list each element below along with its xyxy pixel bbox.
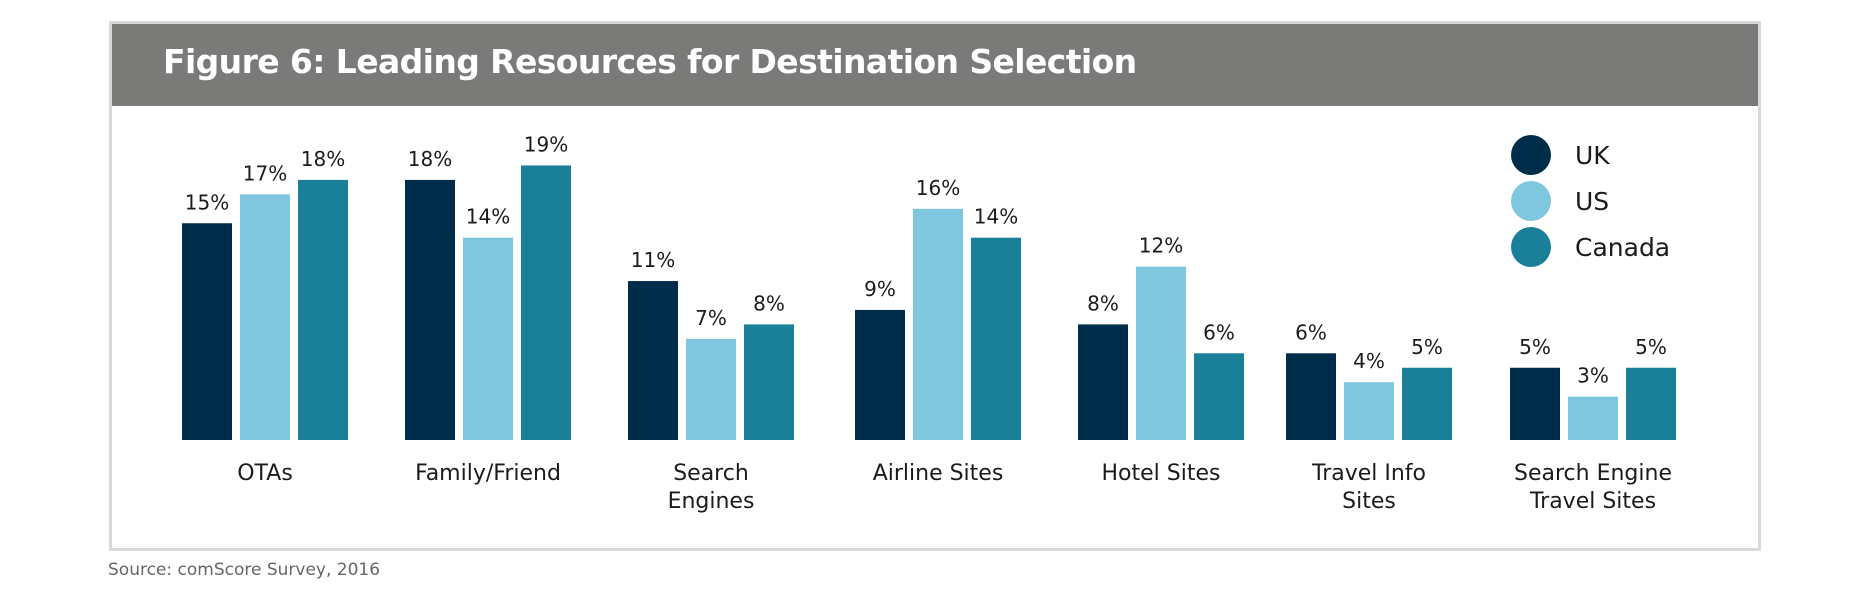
bar-us-6 — [1568, 396, 1618, 440]
legend-swatch-canada — [1511, 227, 1551, 267]
bar-uk-2 — [628, 281, 678, 440]
bar-uk-0 — [182, 223, 232, 440]
category-label-0: OTAs — [237, 461, 293, 486]
bar-canada-6 — [1626, 367, 1676, 440]
legend-label-uk: UK — [1575, 141, 1610, 170]
value-label-canada-5: 5% — [1411, 335, 1443, 359]
legend-swatch-us — [1511, 181, 1551, 221]
value-labels-group: 15% 17% 18% 18% 14% 19% 11% 7% 8% 9% 16% 14% 8% 12% 6%… — [185, 132, 1667, 387]
bars-group — [182, 165, 1676, 440]
source-note: Source: comScore Survey, 2016 — [108, 560, 381, 580]
value-label-uk-3: 9% — [864, 277, 896, 301]
bar-canada-3 — [971, 237, 1021, 440]
bar-canada-2 — [744, 324, 794, 440]
category-label-3: Airline Sites — [873, 461, 1004, 486]
legend-label-canada: Canada — [1575, 233, 1670, 262]
value-label-uk-2: 11% — [631, 248, 675, 272]
bar-uk-5 — [1286, 353, 1336, 440]
value-label-uk-4: 8% — [1087, 291, 1119, 315]
legend: UK US Canada — [1511, 135, 1670, 267]
category-label-5: Travel Info Sites — [1311, 461, 1426, 514]
value-label-canada-1: 19% — [524, 132, 568, 156]
value-label-uk-0: 15% — [185, 190, 229, 214]
value-label-us-3: 16% — [916, 176, 960, 200]
bar-us-4 — [1136, 266, 1186, 440]
bar-us-5 — [1344, 382, 1394, 440]
value-label-uk-5: 6% — [1295, 320, 1327, 344]
figure-title: Figure 6: Leading Resources for Destinat… — [163, 42, 1137, 81]
value-label-us-2: 7% — [695, 306, 727, 330]
value-label-canada-2: 8% — [753, 291, 785, 315]
bar-canada-0 — [298, 179, 348, 440]
value-label-canada-6: 5% — [1635, 335, 1667, 359]
bar-uk-6 — [1510, 367, 1560, 440]
value-label-uk-6: 5% — [1519, 335, 1551, 359]
bar-us-3 — [913, 208, 963, 440]
value-label-uk-1: 18% — [408, 147, 452, 171]
bar-us-2 — [686, 338, 736, 440]
legend-swatch-uk — [1511, 135, 1551, 175]
bar-uk-4 — [1078, 324, 1128, 440]
figure-frame: Figure 6: Leading Resources for Destinat… — [109, 21, 1761, 551]
value-label-canada-3: 14% — [974, 205, 1018, 229]
bar-canada-4 — [1194, 353, 1244, 440]
category-label-2: Search Engines — [668, 461, 755, 514]
bar-us-0 — [240, 194, 290, 440]
bar-uk-3 — [855, 309, 905, 440]
category-label-1: Family/Friend — [415, 461, 561, 486]
value-label-canada-0: 18% — [301, 147, 345, 171]
bar-uk-1 — [405, 179, 455, 440]
category-labels-group: OTAs Family/Friend Search Engines Airline Si… — [237, 461, 1672, 514]
value-label-us-1: 14% — [466, 205, 510, 229]
bar-canada-1 — [521, 165, 571, 440]
title-bar: Figure 6: Leading Resources for Destinat… — [112, 24, 1758, 106]
category-label-6: Search Engine Travel Sites — [1514, 461, 1672, 514]
bar-us-1 — [463, 237, 513, 440]
value-label-us-6: 3% — [1577, 364, 1609, 388]
bar-canada-5 — [1402, 367, 1452, 440]
value-label-us-4: 12% — [1139, 234, 1183, 258]
legend-label-us: US — [1575, 187, 1609, 216]
value-label-canada-4: 6% — [1203, 320, 1235, 344]
value-label-us-5: 4% — [1353, 349, 1385, 373]
category-label-4: Hotel Sites — [1102, 461, 1221, 486]
value-label-us-0: 17% — [243, 161, 287, 185]
